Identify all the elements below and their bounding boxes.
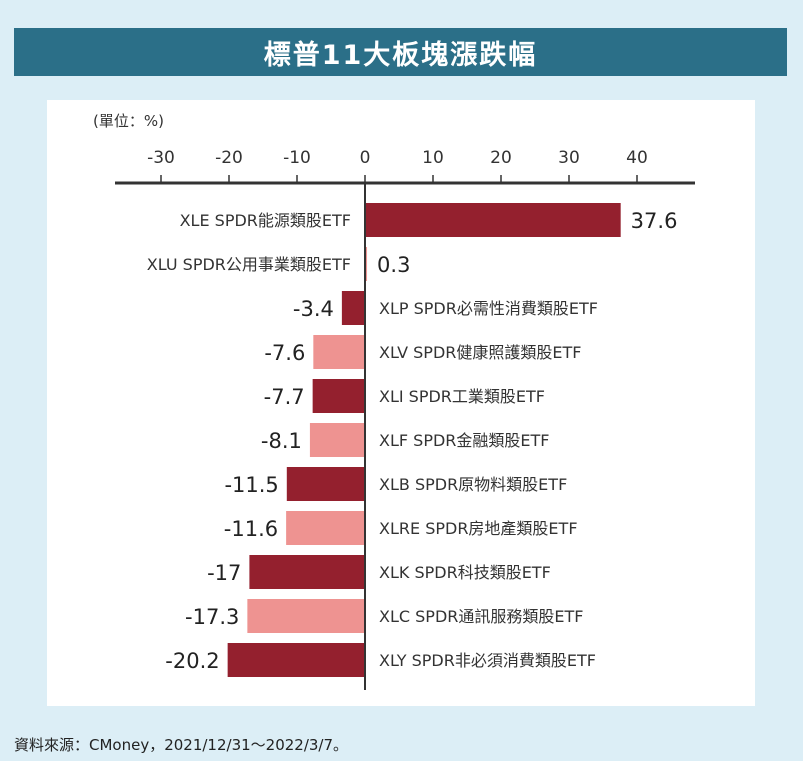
bar — [365, 247, 368, 281]
data-label: -11.5 — [224, 473, 278, 497]
data-label: 37.6 — [631, 209, 678, 233]
bar — [309, 423, 365, 457]
data-label: -7.6 — [264, 341, 305, 365]
bar — [227, 643, 365, 677]
data-label: -20.2 — [165, 649, 219, 673]
bar — [286, 511, 365, 545]
bar — [312, 379, 365, 413]
data-label: 0.3 — [377, 253, 410, 277]
x-tick-label: 20 — [490, 148, 512, 168]
data-label: -17 — [207, 561, 241, 585]
x-tick-label: -20 — [215, 148, 243, 168]
x-tick-label: 0 — [360, 148, 371, 168]
chart-panel — [47, 100, 755, 706]
bar — [313, 335, 365, 369]
category-label: XLP SPDR必需性消費類股ETF — [379, 299, 598, 318]
category-label: XLK SPDR科技類股ETF — [379, 563, 551, 582]
x-tick-label: 40 — [626, 148, 648, 168]
category-label: XLE SPDR能源類股ETF — [180, 211, 351, 230]
bar — [247, 599, 365, 633]
category-label: XLI SPDR工業類股ETF — [379, 387, 545, 406]
bar — [365, 203, 621, 237]
data-label: -17.3 — [185, 605, 239, 629]
data-label: -7.7 — [264, 385, 305, 409]
category-label: XLF SPDR金融類股ETF — [379, 431, 550, 450]
x-tick-label: 30 — [558, 148, 580, 168]
bar — [341, 291, 365, 325]
unit-label: (單位：%) — [93, 112, 164, 130]
category-label: XLC SPDR通訊服務類股ETF — [379, 607, 583, 626]
data-label: -11.6 — [224, 517, 278, 541]
chart-title: 標普11大板塊漲跌幅 — [263, 39, 538, 71]
bar — [286, 467, 365, 501]
data-label: -3.4 — [293, 297, 334, 321]
category-label: XLY SPDR非必須消費類股ETF — [379, 651, 596, 670]
category-label: XLU SPDR公用事業類股ETF — [147, 255, 351, 274]
chart-title-banner: 標普11大板塊漲跌幅 — [14, 28, 787, 76]
x-tick-label: 10 — [422, 148, 444, 168]
source-note: 資料來源：CMoney，2021/12/31～2022/3/7。 — [14, 736, 349, 754]
x-tick-label: -10 — [283, 148, 311, 168]
category-label: XLV SPDR健康照護類股ETF — [379, 343, 581, 362]
category-label: XLRE SPDR房地產類股ETF — [379, 519, 578, 538]
x-tick-label: -30 — [147, 148, 175, 168]
data-label: -8.1 — [261, 429, 302, 453]
category-label: XLB SPDR原物料類股ETF — [379, 475, 567, 494]
bar — [249, 555, 365, 589]
